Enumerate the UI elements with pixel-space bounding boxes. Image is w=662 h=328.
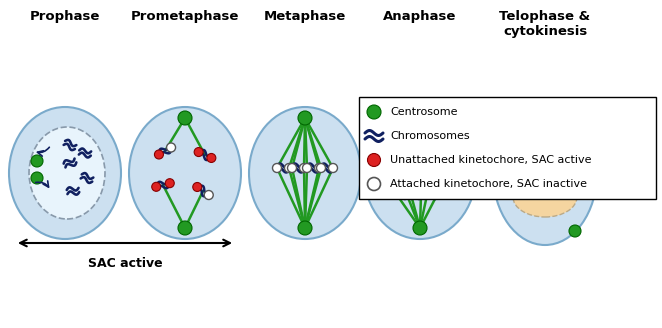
Ellipse shape bbox=[129, 107, 241, 239]
Circle shape bbox=[299, 163, 308, 173]
Text: Chromosomes: Chromosomes bbox=[390, 131, 469, 141]
Circle shape bbox=[367, 105, 381, 119]
Circle shape bbox=[423, 147, 431, 155]
Circle shape bbox=[417, 147, 425, 155]
Circle shape bbox=[314, 163, 324, 173]
Circle shape bbox=[423, 191, 431, 199]
Ellipse shape bbox=[249, 107, 361, 239]
Circle shape bbox=[433, 191, 441, 199]
Circle shape bbox=[207, 154, 216, 162]
Ellipse shape bbox=[493, 101, 597, 245]
Ellipse shape bbox=[9, 107, 121, 239]
Circle shape bbox=[298, 111, 312, 125]
Ellipse shape bbox=[364, 107, 476, 239]
Ellipse shape bbox=[513, 177, 577, 217]
Circle shape bbox=[273, 163, 281, 173]
Ellipse shape bbox=[513, 129, 577, 169]
Circle shape bbox=[167, 143, 175, 152]
Circle shape bbox=[413, 221, 427, 235]
Circle shape bbox=[154, 150, 164, 159]
Circle shape bbox=[31, 172, 43, 184]
Text: SAC active: SAC active bbox=[87, 257, 162, 270]
Circle shape bbox=[407, 191, 415, 199]
Circle shape bbox=[316, 163, 326, 173]
Ellipse shape bbox=[29, 127, 105, 219]
Circle shape bbox=[403, 147, 411, 155]
Circle shape bbox=[193, 182, 202, 192]
Circle shape bbox=[403, 191, 411, 199]
Text: Telophase &
cytokinesis: Telophase & cytokinesis bbox=[499, 10, 591, 38]
Text: Centrosome: Centrosome bbox=[390, 107, 457, 117]
Circle shape bbox=[298, 221, 312, 235]
Text: Prometaphase: Prometaphase bbox=[131, 10, 239, 23]
Circle shape bbox=[433, 147, 441, 155]
Circle shape bbox=[178, 221, 192, 235]
Text: Anaphase: Anaphase bbox=[383, 10, 457, 23]
Circle shape bbox=[393, 191, 401, 199]
FancyBboxPatch shape bbox=[359, 97, 656, 199]
Circle shape bbox=[178, 111, 192, 125]
Circle shape bbox=[31, 155, 43, 167]
Text: Prophase: Prophase bbox=[30, 10, 100, 23]
Circle shape bbox=[569, 109, 581, 121]
Text: Metaphase: Metaphase bbox=[264, 10, 346, 23]
Circle shape bbox=[287, 163, 297, 173]
Circle shape bbox=[407, 147, 415, 155]
Circle shape bbox=[393, 147, 401, 155]
Circle shape bbox=[205, 191, 213, 199]
Circle shape bbox=[367, 154, 381, 167]
Circle shape bbox=[413, 111, 427, 125]
Circle shape bbox=[569, 225, 581, 237]
Text: Attached kinetochore, SAC inactive: Attached kinetochore, SAC inactive bbox=[390, 179, 587, 189]
Circle shape bbox=[303, 163, 312, 173]
Circle shape bbox=[328, 163, 338, 173]
Circle shape bbox=[367, 177, 381, 191]
Circle shape bbox=[285, 163, 293, 173]
Circle shape bbox=[166, 179, 174, 188]
Circle shape bbox=[194, 148, 203, 156]
Circle shape bbox=[417, 191, 425, 199]
Circle shape bbox=[152, 182, 161, 191]
Text: Unattached kinetochore, SAC active: Unattached kinetochore, SAC active bbox=[390, 155, 592, 165]
